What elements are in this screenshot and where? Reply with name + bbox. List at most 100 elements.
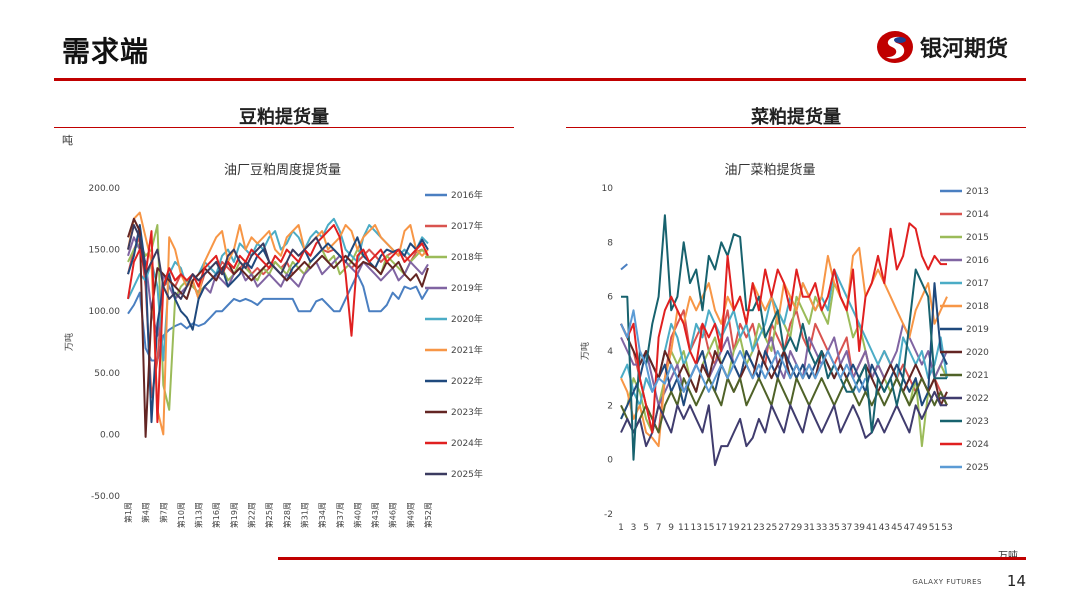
x-tick-label: 第34周 [317,502,327,528]
x-tick-label: 51 [929,523,940,533]
legend-label: 2014 [966,210,989,220]
y-tick-label: -50.00 [91,492,120,502]
x-tick-label: 31 [803,523,814,533]
left-section-underline [54,127,514,128]
x-tick-label: 第22周 [247,502,257,528]
x-tick-label: 第25周 [264,502,274,528]
y-axis-label: 万吨 [63,333,75,351]
x-tick-label: 第52周 [423,502,433,528]
legend-label: 2024年 [451,437,483,449]
x-tick-label: 19 [728,523,740,533]
x-tick-label: 第49周 [405,502,415,528]
legend-label: 2021年 [451,344,483,356]
brand-logo: 银河期货 [876,28,1026,66]
x-tick-label: 45 [891,523,902,533]
legend-label: 2013 [966,187,989,197]
legend-label: 2025 [966,463,989,473]
series-line-2022 [620,390,947,467]
legend-label: 2025年 [451,468,483,480]
y-tick-label: 0.00 [100,430,120,440]
galaxy-logo-icon [877,31,913,63]
y-tick-label: 10 [602,184,614,194]
legend-label: 2017 [966,279,989,289]
y-tick-label: -2 [604,510,613,520]
x-tick-label: 第28周 [282,502,292,528]
x-tick-label: 第1周 [123,502,133,523]
footer-brand: GALAXY FUTURES [912,578,982,586]
legend-label: 2018年 [451,251,483,263]
right-section-underline [566,127,1026,128]
legend-label: 2018 [966,302,989,312]
left-section-title: 豆粕提货量 [239,107,329,128]
x-tick-label: 47 [904,523,915,533]
legend-label: 2019年 [451,282,483,294]
x-tick-label: 1 [618,523,624,533]
x-tick-label: 3 [631,523,637,533]
legend-label: 2023年 [451,406,483,418]
x-tick-label: 39 [854,523,866,533]
y-tick-label: 4 [607,347,613,357]
x-tick-label: 17 [716,523,727,533]
series-line-2025年 [127,224,324,300]
series-line-2024年 [127,224,429,424]
x-tick-label: 43 [879,523,890,533]
y-tick-label: 200.00 [89,184,121,194]
x-tick-label: 9 [668,523,674,533]
x-tick-label: 41 [866,523,877,533]
right-corner-unit: 万吨 [998,547,1018,562]
footer-divider [278,557,1026,560]
x-tick-label: 第31周 [299,502,309,528]
left-corner-unit: 吨 [62,134,73,147]
x-tick-label: 37 [841,523,852,533]
x-tick-label: 21 [741,523,752,533]
legend-label: 2020年 [451,313,483,325]
y-tick-label: 50.00 [94,369,120,379]
x-tick-label: 第10周 [176,502,186,528]
y-tick-label: 2 [607,401,613,411]
series-line-2016 [620,322,948,407]
x-tick-label: 49 [916,523,928,533]
legend-label: 2024 [966,440,989,450]
legend-label: 2017年 [451,220,483,232]
y-tick-label: 8 [607,238,613,248]
x-tick-label: 53 [941,523,952,533]
legend-label: 2022 [966,394,989,404]
x-tick-label: 27 [778,523,789,533]
x-tick-label: 29 [791,523,803,533]
x-tick-label: 11 [678,523,689,533]
x-tick-label: 第4周 [141,502,151,523]
x-tick-label: 15 [703,523,714,533]
right-section-title: 菜粕提货量 [751,107,841,128]
y-tick-label: 0 [607,456,613,466]
y-axis-label: 万吨 [579,342,591,360]
legend-label: 2016年 [451,189,483,201]
legend-label: 2023 [966,417,989,427]
legend-label: 2016 [966,256,989,266]
chart-title-soymeal: 油厂豆粕周度提货量 [223,163,341,178]
legend-label: 2019 [966,325,989,335]
x-tick-label: 35 [828,523,839,533]
y-tick-label: 100.00 [89,307,121,317]
page-title: 需求端 [62,35,150,68]
x-tick-label: 第7周 [158,502,168,523]
series-line-2017年 [127,236,429,399]
x-tick-label: 第43周 [370,502,380,528]
series-line-2023 [621,214,947,461]
x-tick-label: 第16周 [211,502,221,528]
series-line-2021年 [127,211,429,436]
y-tick-label: 6 [607,293,613,303]
x-tick-label: 33 [816,523,827,533]
x-tick-label: 第37周 [335,502,345,528]
series-line-2024 [620,222,947,434]
chart-title-rapemeal: 油厂菜粕提货量 [724,163,816,178]
header-divider [54,78,1026,81]
series-line-2025 [620,309,867,393]
x-tick-label: 13 [691,523,702,533]
legend-label: 2022年 [451,375,483,387]
x-tick-label: 第40周 [352,502,362,528]
legend-label: 2020 [966,348,989,358]
x-tick-label: 第46周 [388,502,398,528]
x-tick-label: 第13周 [194,502,204,528]
